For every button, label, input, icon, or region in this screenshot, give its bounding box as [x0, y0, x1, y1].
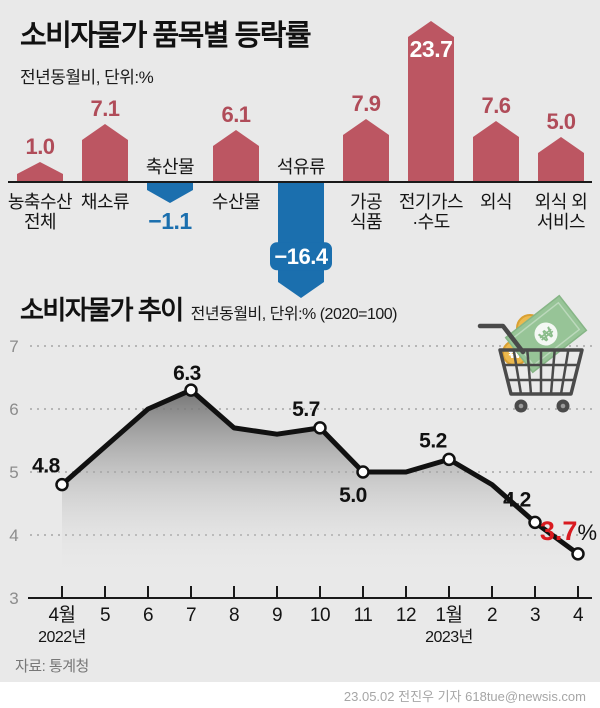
xlabel-6: 10 — [310, 605, 330, 626]
area-fill — [62, 390, 578, 582]
bar-0 — [17, 162, 63, 182]
xlabel-1: 5 — [100, 605, 110, 626]
point-label-3: 6.3 — [173, 362, 201, 385]
line-chart-header: 소비자물가 추이 전년동월비, 단위:% (2020=100) — [20, 290, 398, 327]
xlabel-2: 6 — [143, 605, 153, 626]
bar-category-5: 식품 — [350, 212, 382, 232]
xlabel-9: 1월 — [435, 604, 462, 626]
bar-category-0: 전체 — [24, 212, 56, 232]
bar-value-8: 5.0 — [546, 109, 575, 134]
ytick-3: 3 — [9, 589, 18, 608]
year-label: 2022년 — [38, 628, 86, 646]
bar-category-2: 축산물 — [146, 157, 194, 177]
marker-9 — [442, 452, 456, 467]
ytick-4: 4 — [9, 526, 18, 545]
xlabel-4: 8 — [229, 605, 239, 626]
bar-category-3: 수산물 — [212, 192, 260, 212]
xlabel-7: 11 — [354, 605, 373, 626]
marker-12 — [571, 547, 585, 561]
bar-1 — [82, 124, 128, 182]
credit-bar: 23.05.02 전진우 기자 618tue@newsis.com — [0, 682, 600, 708]
xlabel-3: 7 — [186, 605, 196, 626]
page-title: 소비자물가 품목별 등락률 — [20, 12, 312, 54]
xlabel-11: 3 — [530, 605, 540, 626]
bar-category-4: 석유류 — [277, 157, 325, 177]
bar-category-7: 외식 — [480, 192, 512, 212]
point-label-0: 4.8 — [32, 455, 61, 478]
marker-3 — [184, 383, 198, 397]
bar-value-7: 7.6 — [481, 93, 510, 118]
point-label-6: 5.7 — [292, 398, 320, 421]
line-chart-subtitle: 전년동월비, 단위:% (2020=100) — [190, 306, 398, 323]
bar-value-0: 1.0 — [25, 134, 54, 159]
bar-category-0: 농축수산 — [8, 192, 72, 212]
bar-value-plate-4 — [270, 242, 332, 271]
line-chart: 7 6 5 4 3 4월 5 6 7 8 9 10 11 12 1월 2 3 4 2022년 2023년 4.8 6.3 5… — [9, 337, 597, 646]
xlabel-12: 4 — [573, 605, 584, 626]
ytick-7: 7 — [9, 337, 18, 356]
bar-6 — [408, 21, 454, 182]
bar-7 — [473, 121, 519, 182]
bar-value-2: −1.1 — [148, 208, 192, 234]
xlabel-5: 9 — [272, 605, 282, 626]
marker-7 — [356, 465, 370, 479]
ytick-6: 6 — [9, 400, 18, 419]
source-note: 자료: 통계청 — [15, 658, 89, 675]
bar-value-4: −16.4 — [274, 244, 328, 269]
point-label-9: 5.2 — [419, 429, 447, 452]
bar-value-3: 6.1 — [221, 102, 250, 127]
bar-category-6: ·수도 — [412, 212, 450, 232]
year-label: 2023년 — [425, 628, 473, 646]
bar-chart-subtitle: 전년동월비, 단위:% — [20, 68, 154, 87]
marker-0 — [55, 477, 69, 492]
bar-chart-header: 소비자물가 품목별 등락률 전년동월비, 단위:% — [20, 12, 312, 88]
bar-8 — [538, 137, 584, 182]
bar-value-1: 7.1 — [90, 96, 119, 121]
shopping-cart-icon: ₩ ₩ ₩ — [477, 294, 588, 413]
point-label-7: 5.0 — [339, 484, 367, 507]
bar-category-8: 서비스 — [537, 212, 585, 232]
bar-category-1: 채소류 — [81, 192, 129, 212]
bar-value-6: 23.7 — [410, 36, 453, 62]
bar-category-5: 가공 — [350, 192, 382, 212]
page-title-bold: 품목별 등락률 — [152, 20, 311, 52]
marker-6 — [313, 421, 327, 435]
bar-2 — [147, 182, 193, 203]
marker-11 — [528, 515, 542, 530]
cart-wheels — [514, 399, 570, 413]
xlabel-0: 4월 — [48, 604, 75, 626]
bar-category-8: 외식 외 — [535, 192, 588, 212]
line-chart-title: 소비자물가 추이 — [20, 295, 184, 325]
bar-value-5: 7.9 — [351, 91, 380, 116]
point-label-highlight: 3.7% — [540, 516, 597, 546]
xlabel-8: 12 — [396, 605, 416, 626]
page-title-light: 소비자물가 — [20, 20, 147, 52]
bar-4 — [278, 182, 324, 298]
banknote-icon: ₩ — [504, 294, 588, 374]
cart-body — [477, 323, 584, 396]
bar-3 — [213, 130, 259, 182]
xlabel-10: 2 — [487, 605, 497, 626]
bar-category-6: 전기가스 — [399, 192, 463, 212]
bar-5 — [343, 119, 389, 182]
point-label-11: 4.2 — [503, 488, 531, 511]
ytick-5: 5 — [9, 463, 18, 482]
credit-text: 23.05.02 전진우 기자 618tue@newsis.com — [343, 688, 586, 704]
